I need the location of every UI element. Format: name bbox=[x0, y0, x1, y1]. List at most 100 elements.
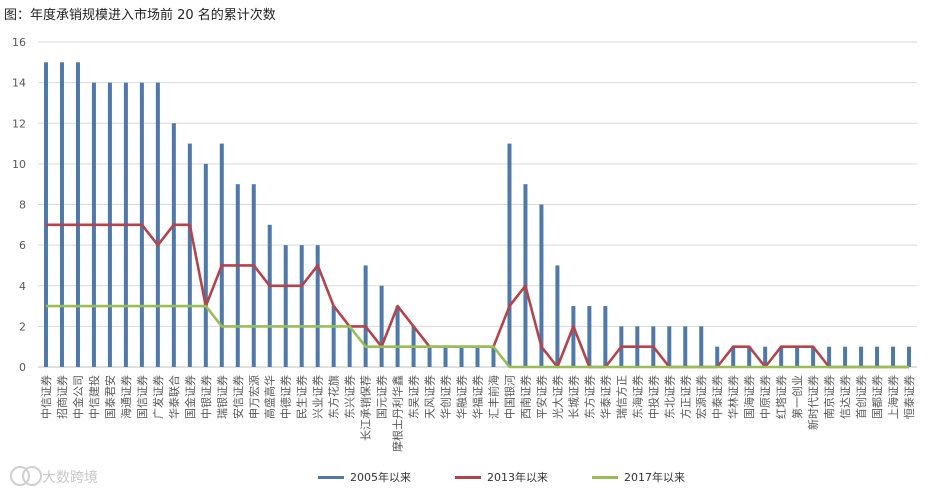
x-tick-label: 中信证券 bbox=[39, 375, 53, 419]
bar bbox=[379, 285, 384, 367]
x-tick-label: 广发证券 bbox=[151, 375, 165, 419]
x-tick-label: 上海证券 bbox=[886, 375, 900, 419]
y-tick-label: 10 bbox=[12, 158, 26, 171]
bar bbox=[331, 306, 336, 367]
x-tick-label: 摩根士丹利华鑫 bbox=[391, 375, 405, 452]
x-tick-label: 中金公司 bbox=[71, 375, 85, 419]
bar bbox=[683, 326, 688, 367]
x-tick-label: 汇丰前海 bbox=[486, 375, 500, 419]
brand-logo-icon bbox=[10, 466, 42, 486]
bar bbox=[555, 265, 560, 367]
x-tick-label: 南京证券 bbox=[822, 375, 836, 419]
x-tick-label: 招商证券 bbox=[55, 375, 69, 419]
x-tick-label: 安信证券 bbox=[231, 375, 245, 419]
bar bbox=[859, 346, 864, 367]
bar bbox=[59, 62, 64, 367]
x-tick-label: 中德证券 bbox=[279, 375, 293, 419]
bar bbox=[507, 143, 512, 367]
x-tick-label: 信达证券 bbox=[838, 375, 852, 419]
legend-item: 2017年以来 bbox=[592, 468, 685, 486]
x-tick-label: 新时代证券 bbox=[806, 375, 820, 430]
x-tick-label: 中信建投 bbox=[87, 375, 101, 419]
bar bbox=[571, 306, 576, 367]
legend-swatch bbox=[455, 475, 481, 479]
x-tick-label: 国泰君安 bbox=[103, 375, 117, 419]
x-tick-label: 东方证券 bbox=[582, 375, 596, 419]
bar bbox=[251, 184, 256, 367]
x-tick-label: 兴业证券 bbox=[311, 375, 325, 419]
y-tick-label: 6 bbox=[19, 239, 26, 252]
y-tick-label: 8 bbox=[19, 199, 26, 212]
bar bbox=[443, 346, 448, 367]
bar bbox=[843, 346, 848, 367]
bar bbox=[363, 265, 368, 367]
x-tick-label: 瑞银证券 bbox=[215, 375, 229, 419]
bar bbox=[523, 184, 528, 367]
x-tick-label: 天风证券 bbox=[423, 375, 437, 419]
bar bbox=[299, 245, 304, 367]
x-tick-label: 中投证券 bbox=[646, 375, 660, 419]
x-tick-label: 红塔证券 bbox=[774, 375, 788, 419]
x-tick-label: 第一创业 bbox=[790, 375, 804, 419]
y-tick-label: 0 bbox=[19, 361, 26, 374]
x-tick-label: 华泰联合 bbox=[167, 375, 181, 419]
bar bbox=[539, 204, 544, 367]
x-tick-label: 中银证券 bbox=[199, 375, 213, 419]
bar bbox=[347, 326, 352, 367]
bar bbox=[811, 346, 816, 367]
legend-item: 2005年以来 bbox=[318, 468, 411, 486]
bar bbox=[459, 346, 464, 367]
x-tick-label: 东兴证券 bbox=[343, 375, 357, 419]
bar bbox=[75, 62, 80, 367]
x-tick-label: 中原证券 bbox=[758, 375, 772, 419]
chart-legend: 2005年以来 2013年以来 2017年以来 bbox=[0, 468, 933, 486]
watermark-text: 大数跨境 bbox=[42, 470, 98, 486]
bar bbox=[203, 163, 208, 367]
x-tick-label: 国元证券 bbox=[375, 375, 389, 419]
bar bbox=[587, 306, 592, 367]
chart-title: 图：年度承销规模进入市场前 20 名的累计次数 bbox=[4, 8, 276, 23]
bar bbox=[827, 346, 832, 367]
x-tick-label: 东北证券 bbox=[662, 375, 676, 419]
x-tick-label: 长江承销保荐 bbox=[359, 375, 373, 441]
x-tick-label: 西南证券 bbox=[518, 375, 532, 419]
x-tick-label: 中国银河 bbox=[502, 375, 516, 419]
bar bbox=[731, 346, 736, 367]
bar bbox=[795, 346, 800, 367]
x-tick-label: 长城证券 bbox=[566, 375, 580, 419]
x-tick-label: 华福证券 bbox=[471, 375, 485, 419]
bar bbox=[395, 306, 400, 367]
bar bbox=[875, 346, 880, 367]
bar bbox=[763, 346, 768, 367]
bar bbox=[715, 346, 720, 367]
bar bbox=[475, 346, 480, 367]
x-tick-label: 首创证券 bbox=[854, 375, 868, 419]
x-tick-label: 华创证券 bbox=[439, 375, 453, 419]
bar bbox=[603, 306, 608, 367]
bar bbox=[187, 143, 192, 367]
bar bbox=[267, 224, 272, 367]
x-tick-label: 东吴证券 bbox=[407, 375, 421, 419]
legend-label: 2005年以来 bbox=[350, 471, 411, 484]
legend-swatch bbox=[318, 475, 344, 479]
bar bbox=[235, 184, 240, 367]
y-tick-label: 4 bbox=[19, 280, 26, 293]
bar bbox=[219, 143, 224, 367]
y-tick-label: 16 bbox=[12, 36, 26, 49]
x-tick-label: 华泰证券 bbox=[598, 375, 612, 419]
x-tick-label: 中泰证券 bbox=[710, 375, 724, 419]
bar bbox=[779, 346, 784, 367]
x-tick-label: 国金证券 bbox=[183, 375, 197, 419]
x-tick-label: 方正证券 bbox=[678, 375, 692, 419]
x-tick-label: 光大证券 bbox=[550, 375, 564, 419]
legend-item: 2013年以来 bbox=[455, 468, 548, 486]
x-tick-label: 国海证券 bbox=[742, 375, 756, 419]
x-tick-label: 平安证券 bbox=[534, 375, 548, 419]
y-tick-label: 2 bbox=[19, 320, 26, 333]
bar bbox=[667, 326, 672, 367]
bar bbox=[427, 346, 432, 367]
x-tick-label: 高盛高华 bbox=[263, 375, 277, 419]
bar bbox=[315, 245, 320, 367]
bar bbox=[171, 123, 176, 367]
